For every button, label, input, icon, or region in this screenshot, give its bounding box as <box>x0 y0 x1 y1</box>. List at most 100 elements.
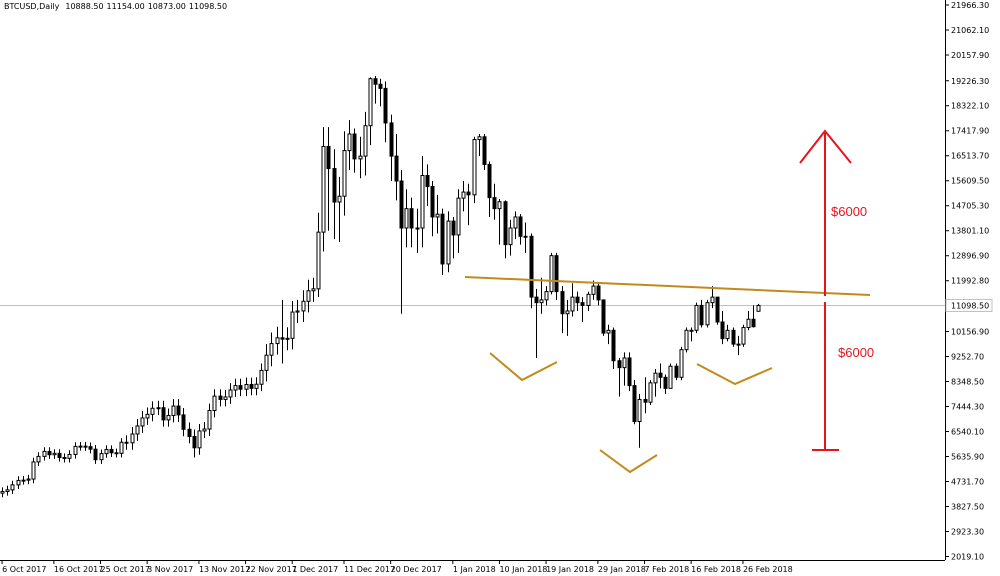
candle-body <box>446 220 451 265</box>
candle-body <box>627 357 632 387</box>
candle-body <box>529 235 534 298</box>
candle-body <box>161 407 166 421</box>
candle-body <box>156 407 161 410</box>
x-tick-label: 29 Jan 2018 <box>598 565 646 574</box>
candle-body <box>668 365 673 389</box>
y-tick-label: 5635.90 <box>951 452 984 461</box>
candle-body <box>648 382 653 403</box>
candle-body <box>466 191 471 196</box>
y-tick-label: 19226.30 <box>951 77 989 86</box>
candle-body <box>202 428 207 432</box>
candle-body <box>57 452 62 458</box>
candle-body <box>425 174 430 188</box>
x-tick-label: 1 Dec 2017 <box>292 565 338 574</box>
candle-body <box>461 191 466 199</box>
candle-body <box>560 291 565 315</box>
candle-body <box>26 478 31 481</box>
candle-body <box>145 413 150 419</box>
candle-body <box>534 296 539 304</box>
candle-body <box>223 396 228 400</box>
candle-body <box>497 201 502 210</box>
candle-body <box>601 299 606 334</box>
candle-body <box>378 83 383 89</box>
candle-body <box>321 145 326 233</box>
candle-body <box>679 349 684 378</box>
candle-body <box>301 300 306 312</box>
x-tick-label: 13 Nov 2017 <box>199 565 250 574</box>
candle-body <box>332 168 337 203</box>
annotation: $6000 <box>831 204 867 219</box>
candle-body <box>93 448 98 461</box>
candle-body <box>62 456 67 459</box>
candle-body <box>10 484 15 491</box>
candle-body <box>746 318 751 329</box>
candle-body <box>549 255 554 293</box>
candle-body <box>580 302 585 306</box>
candle-body <box>285 337 290 340</box>
candle-body <box>342 150 347 197</box>
candle-body <box>632 385 637 423</box>
candle-body <box>736 343 741 346</box>
x-tick-label: 16 Oct 2017 <box>54 565 103 574</box>
candle-body <box>674 365 679 378</box>
candle-body <box>73 445 78 455</box>
candle-body <box>83 445 88 448</box>
y-tick-label: 14705.30 <box>951 202 989 211</box>
y-tick-label: 11992.80 <box>951 277 989 286</box>
neckline <box>464 276 871 296</box>
candle-body <box>114 452 119 455</box>
y-tick-label: 2019.10 <box>951 552 984 561</box>
y-tick-label: 8348.50 <box>951 377 984 386</box>
candle-body <box>176 405 181 416</box>
candle-body <box>42 450 47 457</box>
candle-body <box>694 304 699 331</box>
candle-body <box>311 288 316 292</box>
right-shoulder <box>696 363 773 386</box>
high-label: 11154.00 <box>107 2 145 11</box>
head <box>599 449 658 474</box>
x-tick-label: 22 Nov 2017 <box>246 565 297 574</box>
candle-body <box>518 216 523 237</box>
candle-body <box>88 446 93 450</box>
candle-body <box>684 329 689 351</box>
candle-body <box>254 383 259 389</box>
candle-body <box>591 285 596 295</box>
candle-body <box>326 145 331 170</box>
candle-body <box>233 385 238 391</box>
candle-body <box>705 302 710 326</box>
candle-body <box>104 448 109 455</box>
arrow-head <box>799 129 852 164</box>
candle-body <box>264 354 269 371</box>
candle-body <box>663 376 668 389</box>
candle-body <box>544 291 549 301</box>
candle-body <box>472 139 477 196</box>
candle-body <box>565 310 570 315</box>
x-tick-label: 7 Feb 2018 <box>645 565 690 574</box>
candle-body <box>689 329 694 332</box>
y-tick-label: 17417.90 <box>951 127 989 136</box>
candle-body <box>731 329 736 345</box>
candle-body <box>725 329 730 340</box>
candle-body <box>570 296 575 312</box>
candle-body <box>207 409 212 430</box>
plot-area <box>0 75 945 498</box>
candle-body <box>415 227 420 230</box>
candle-body <box>710 296 715 304</box>
x-tick-label: 16 Feb 2018 <box>691 565 741 574</box>
target-arrow <box>799 129 852 451</box>
y-tick-label: 3827.50 <box>951 502 984 511</box>
candle-body <box>720 321 725 340</box>
candle-body <box>482 136 487 165</box>
candle-body <box>554 255 559 293</box>
candle-body <box>539 299 544 304</box>
y-tick-label: 21062.10 <box>951 26 989 35</box>
candle-body <box>492 197 497 210</box>
candle-body <box>741 327 746 345</box>
candle-body <box>192 435 197 449</box>
candle-body <box>140 417 145 427</box>
y-tick-label: 12896.90 <box>951 252 989 261</box>
y-tick-label: 16513.70 <box>951 152 989 161</box>
candle-body <box>316 231 321 290</box>
current-price-label: 11098.50 <box>951 301 989 310</box>
